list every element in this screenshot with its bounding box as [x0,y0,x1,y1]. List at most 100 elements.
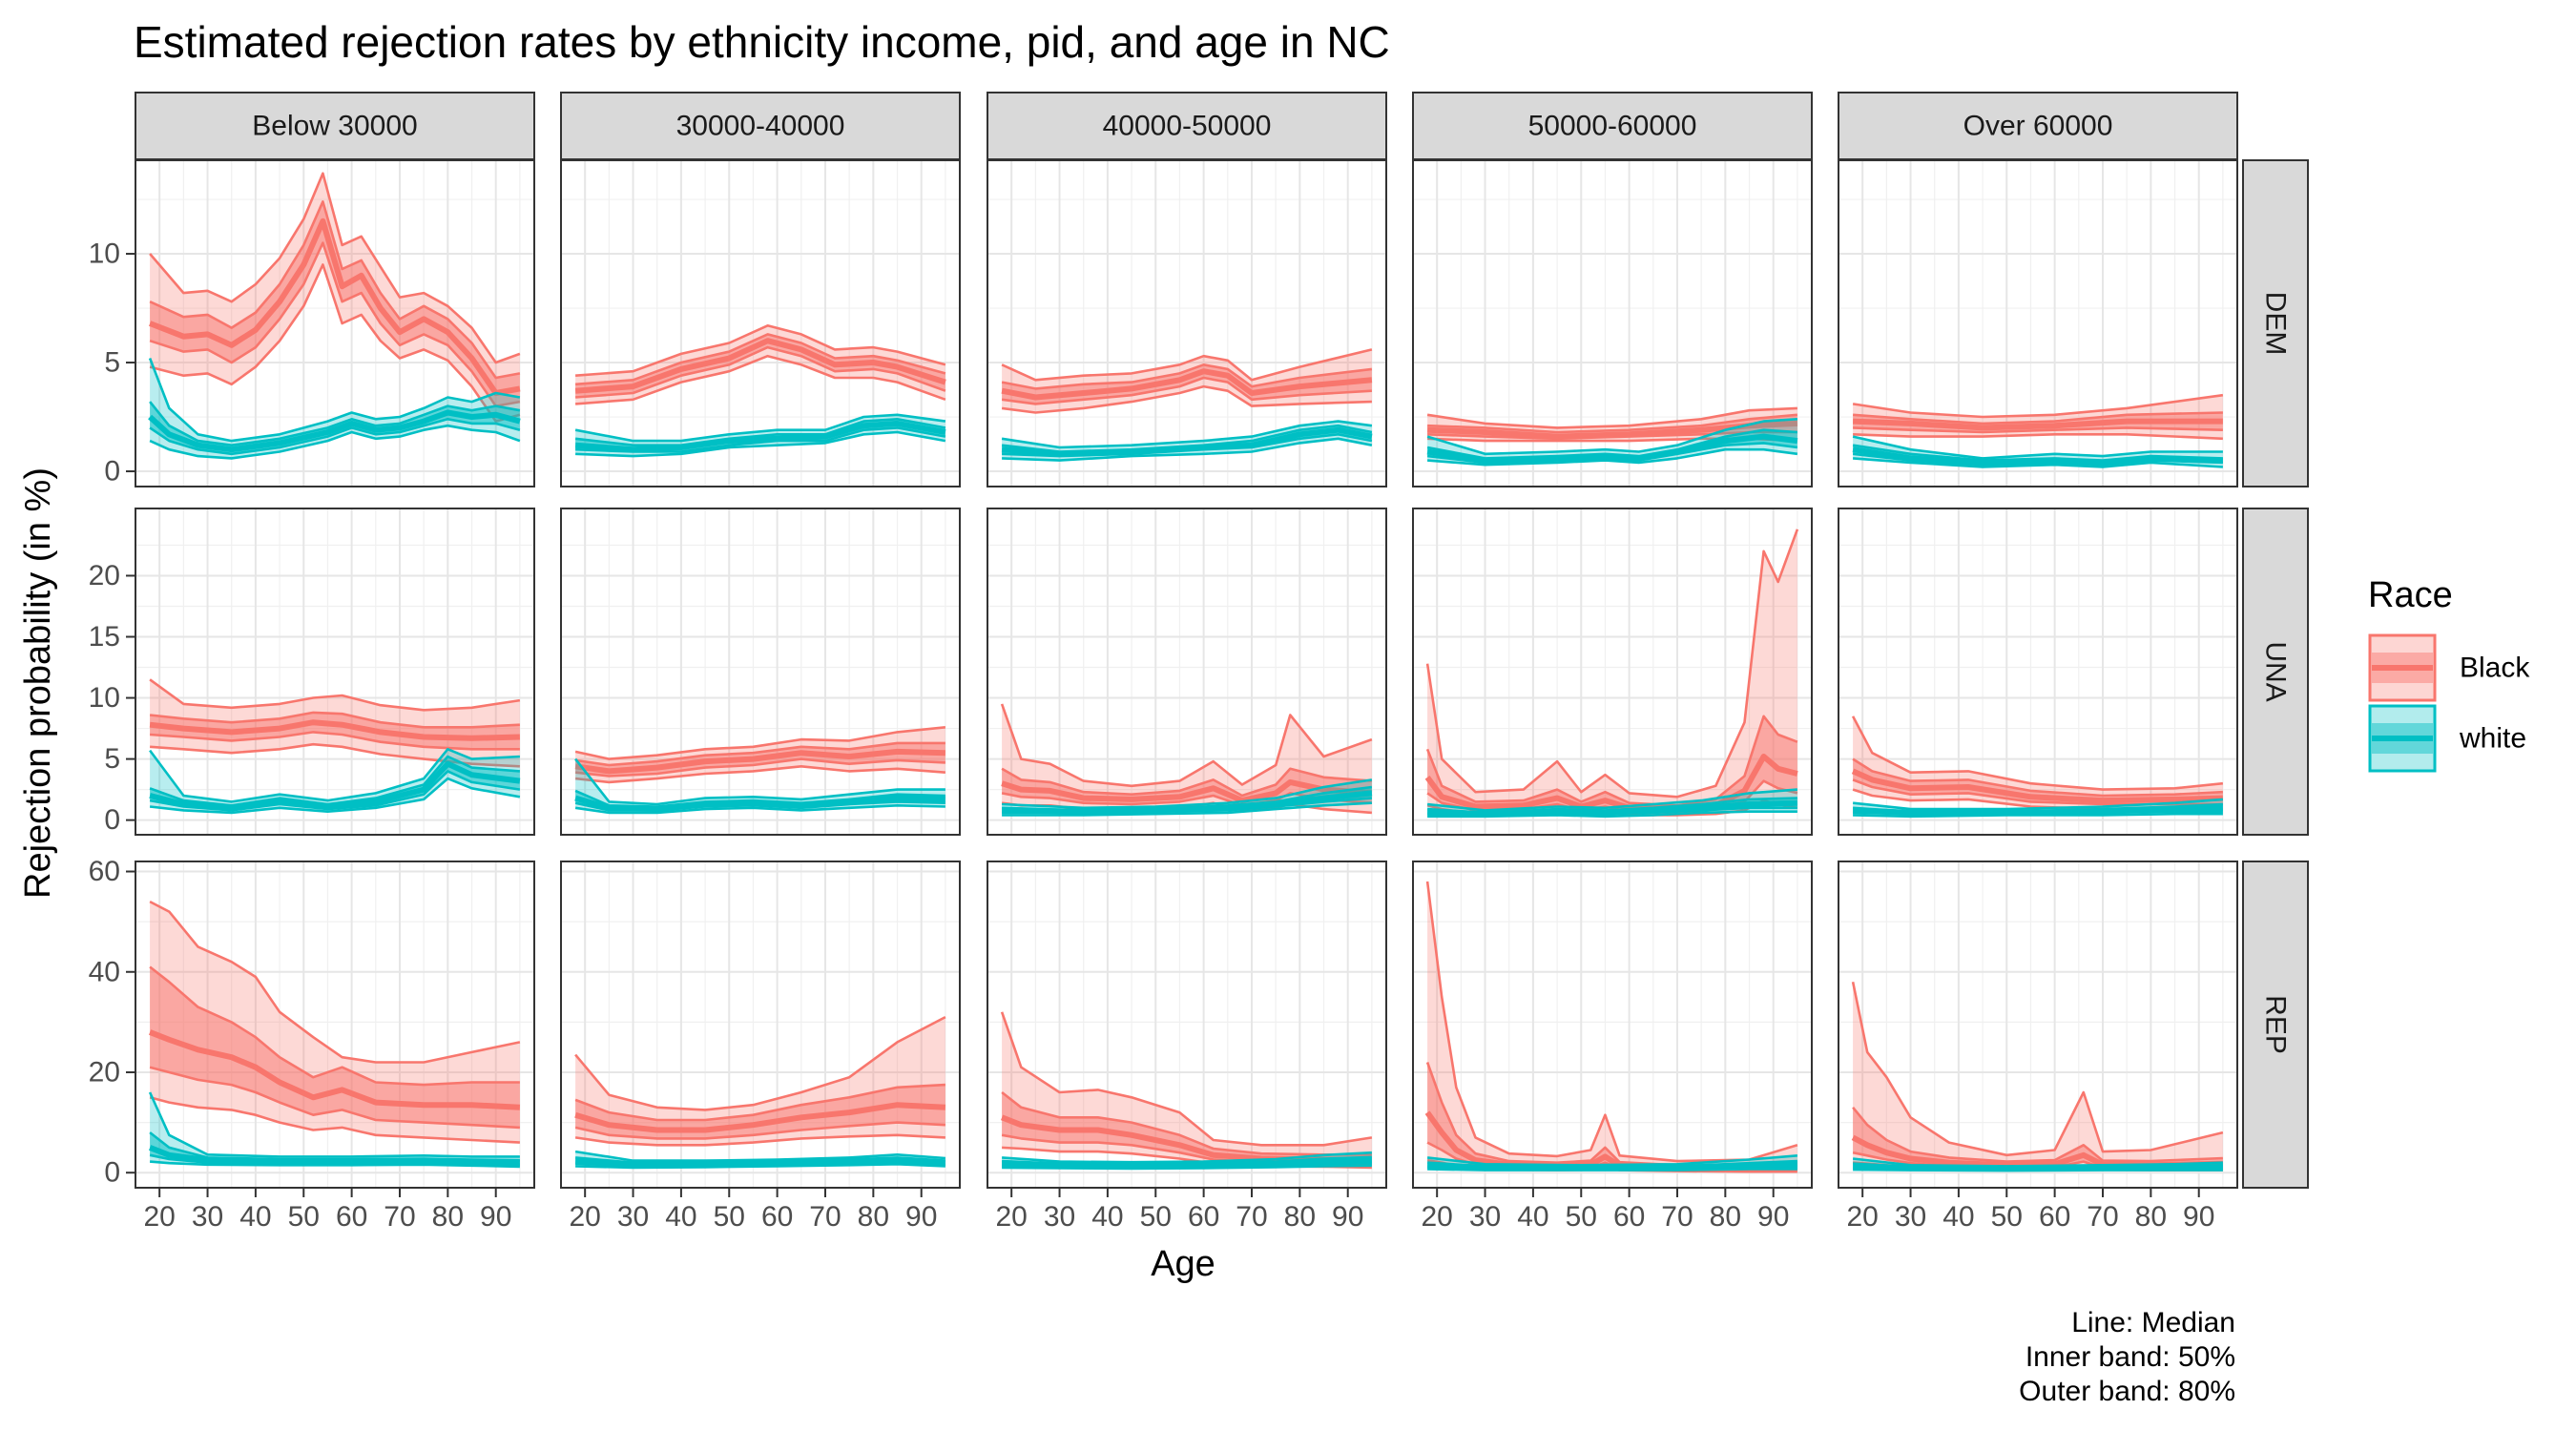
band-edge-white [1427,447,1798,467]
col-strip-label: 30000-40000 [676,111,845,142]
median-line-black [149,1029,521,1110]
panel-border [987,508,1387,836]
band-edge-black [1001,384,1372,414]
band-edge-white [574,418,946,446]
x-tick-label: 40 [1517,1201,1548,1233]
legend-key-white: white [2368,704,2526,773]
x-tick-label: 60 [336,1201,367,1233]
x-tick-label: 90 [905,1201,937,1233]
median-line-white [1852,446,2223,466]
panel-data-dem-50000-60000 [1426,406,1798,467]
median-line-black [149,218,521,396]
x-tick-label: 50 [288,1201,320,1233]
band-edge-white [574,1150,945,1162]
band-edge-black [1001,1090,1372,1156]
panel-border [560,861,961,1189]
band-edge-white [148,358,521,443]
x-axis-title: Age [1151,1244,1215,1284]
band-edge-black [149,241,521,407]
panel-data-una-below-30000 [149,678,521,815]
panel-bg [1839,861,2237,1188]
median-line-white [1426,799,1797,818]
median-line-black [1851,768,2223,804]
x-tick-label: 60 [1188,1201,1219,1233]
band-edge-white [1002,1164,1372,1171]
median-line-black [1424,754,1798,813]
band-edge-black [1852,757,2223,798]
panel-data-dem-over-60000 [1852,393,2224,468]
band-edge-black [1425,529,1799,798]
legend-label: Black [2460,653,2530,684]
median-line-white [1426,1161,1797,1172]
median-line-black [1852,418,2223,431]
col-strip-30000-40000 [560,92,961,160]
x-tick-label: 70 [384,1201,415,1233]
panel-dem-over-60000 [1838,160,2237,487]
panel-una-30000-40000 [560,508,960,835]
band-edge-black [575,333,946,386]
panel-border [1838,861,2238,1189]
panel-data-una-50000-60000 [1424,529,1799,819]
panel-data-dem-40000-50000 [1001,348,1373,462]
outer-band-black [1427,529,1797,816]
legend-title: Race [2368,575,2453,615]
panel-border [135,861,535,1189]
band-edge-black [1000,703,1373,788]
row-strip-dem [2242,159,2309,487]
y-tick-label: 20 [89,1056,120,1088]
median-line-white [574,420,946,453]
band-edge-white [1853,457,2223,468]
band-note: Line: Median Inner band: 50% Outer band:… [2019,1307,2235,1407]
band-edge-black [574,1121,945,1140]
band-edge-white [1002,1151,1372,1164]
band-edge-black [574,741,945,767]
y-tick-label: 0 [104,804,120,836]
band-edge-black [1425,881,1798,1163]
y-tick-label: 10 [89,238,120,270]
panel-border [135,508,535,836]
band-edge-black [1001,363,1373,390]
median-line-white [574,1157,946,1168]
x-tick-label: 70 [1661,1201,1693,1233]
band-edge-white [575,1163,945,1170]
panel-bg [561,508,960,835]
x-tick-label: 30 [1469,1201,1501,1233]
band-edge-black [1427,413,1798,434]
x-tick-label: 80 [432,1201,464,1233]
x-tick-label: 50 [1140,1201,1172,1233]
band-edge-black [149,172,521,364]
x-tick-label: 80 [858,1201,889,1233]
row-strip-label: DEM [2260,292,2292,356]
band-edge-white [149,424,521,460]
band-edge-black [1425,715,1798,807]
col-strip-over-60000 [1838,92,2238,160]
band-edge-white [149,1160,520,1169]
y-tick-label: 20 [89,560,120,591]
x-tick-label: 20 [569,1201,600,1233]
band-edge-black [1852,393,2224,419]
band-edge-black [575,354,946,405]
band-edge-white [149,755,520,807]
median-line-white [1426,433,1798,464]
band-edge-black [574,765,946,784]
x-tick-label: 30 [1044,1201,1075,1233]
y-tick-label: 5 [104,347,120,379]
inner-band-black [1427,1062,1797,1171]
median-line-white [1002,1157,1372,1169]
x-tick-label: 90 [480,1201,511,1233]
x-tick-label: 80 [1710,1201,1741,1233]
band-edge-white [149,748,520,803]
row-strip-label: REP [2260,995,2292,1054]
band-edge-white [1852,798,2223,811]
band-edge-white [1002,437,1373,462]
band-edge-white [1426,788,1797,812]
band-edge-black [149,965,520,1087]
panel-border [987,861,1387,1189]
band-edge-black [1853,426,2223,434]
legend: Race Black white [2368,575,2530,773]
band-edge-white [574,757,945,806]
median-line-white [1852,1163,2223,1172]
col-strip-label: Over 60000 [1963,111,2113,142]
col-strip-50000-60000 [1412,92,1813,160]
band-edge-white [148,1091,520,1158]
